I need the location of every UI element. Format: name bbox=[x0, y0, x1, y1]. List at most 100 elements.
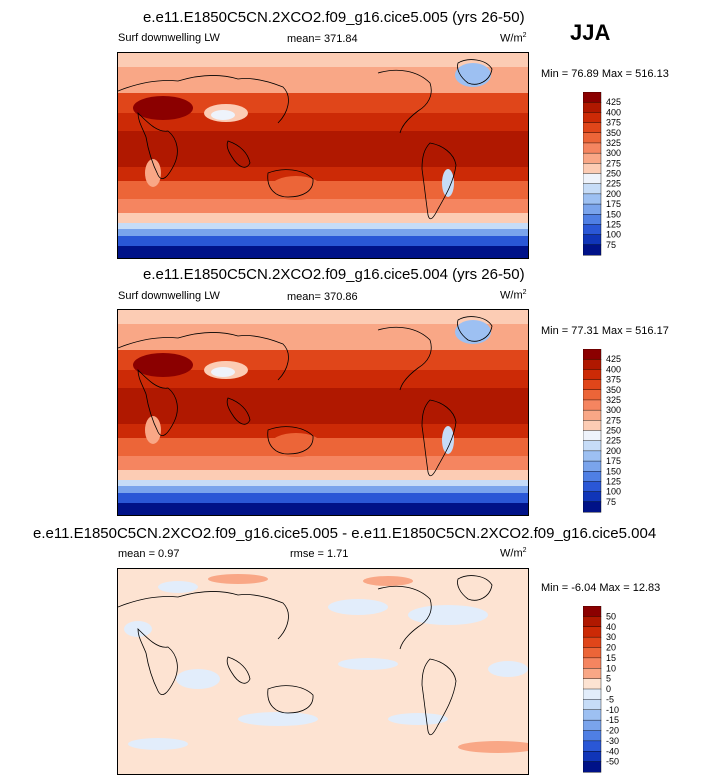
colorbar-tick-label: 20 bbox=[606, 643, 616, 653]
colorbar-swatch bbox=[582, 719, 602, 732]
colorbar-swatch bbox=[582, 626, 602, 638]
panel-1-minmax: Min = 76.89 Max = 516.13 bbox=[541, 68, 669, 80]
colorbar-tick-label: -40 bbox=[606, 746, 619, 756]
colorbar-swatch bbox=[582, 224, 602, 236]
colorbar-tick-label: 250 bbox=[606, 426, 621, 436]
panel-2-units: W/m2 bbox=[500, 289, 527, 302]
colorbar-tick-label: 125 bbox=[606, 219, 621, 229]
colorbar-tick-label: 10 bbox=[606, 663, 616, 673]
colorbar-tick-label: 400 bbox=[606, 364, 621, 374]
colorbar-swatch bbox=[582, 203, 602, 215]
colorbar-tick-label: 425 bbox=[606, 354, 621, 364]
panel-1-title: e.e11.E1850C5CN.2XCO2.f09_g16.cice5.005 … bbox=[143, 9, 525, 26]
colorbar-tick-label: 250 bbox=[606, 169, 621, 179]
colorbar-swatch bbox=[582, 91, 602, 103]
panel-1-units: W/m2 bbox=[500, 32, 527, 45]
panel-3-colorbar: 50 40 30 20 15 10 5 0 -5 -10 -15 -20 -30 -40 -50 bbox=[582, 605, 653, 774]
colorbar-tick-label: 200 bbox=[606, 446, 621, 456]
panel-3-map bbox=[117, 568, 529, 775]
colorbar-tick-label: 350 bbox=[606, 128, 621, 138]
panel-3-mean-label: mean = 0.97 bbox=[118, 548, 180, 560]
colorbar-tick-label: 275 bbox=[606, 415, 621, 425]
colorbar-swatch bbox=[582, 481, 602, 493]
colorbar-swatch bbox=[582, 657, 602, 669]
colorbar-tick-label: 5 bbox=[606, 674, 611, 684]
colorbar-swatch bbox=[582, 730, 602, 742]
colorbar-tick-label: -20 bbox=[606, 726, 619, 736]
colorbar-swatch bbox=[582, 122, 602, 134]
panel-1-variable-label: Surf downwelling LW bbox=[118, 32, 220, 44]
colorbar-swatch bbox=[582, 183, 602, 195]
colorbar-swatch bbox=[582, 699, 602, 711]
colorbar-tick-label: 375 bbox=[606, 375, 621, 385]
colorbar-tick-label: 40 bbox=[606, 622, 616, 632]
colorbar-swatch bbox=[582, 112, 602, 124]
colorbar-swatch bbox=[582, 409, 602, 421]
colorbar-tick-label: 150 bbox=[606, 466, 621, 476]
colorbar-tick-label: 400 bbox=[606, 107, 621, 117]
colorbar-swatch bbox=[582, 440, 602, 452]
panel-2-colorbar: 425 400 375 350 325 300 275 250 225 200 175 150 125 1… bbox=[582, 348, 653, 514]
colorbar-swatch bbox=[582, 369, 602, 381]
colorbar-swatch bbox=[582, 751, 602, 763]
colorbar-swatch bbox=[582, 214, 602, 225]
colorbar-tick-label: -5 bbox=[606, 694, 614, 704]
colorbar-swatch bbox=[582, 244, 602, 256]
panel-1-map bbox=[117, 52, 529, 259]
colorbar-swatch bbox=[582, 152, 602, 164]
colorbar-tick-label: 225 bbox=[606, 436, 621, 446]
colorbar-tick-label: 150 bbox=[606, 209, 621, 219]
colorbar-tick-label: 325 bbox=[606, 395, 621, 405]
panel-3-units: W/m2 bbox=[500, 547, 527, 560]
colorbar-tick-label: 325 bbox=[606, 138, 621, 148]
colorbar-tick-label: -15 bbox=[606, 715, 619, 725]
colorbar-swatch bbox=[582, 234, 602, 246]
colorbar-swatch bbox=[582, 740, 602, 752]
colorbar-swatch bbox=[582, 348, 602, 360]
colorbar-swatch bbox=[582, 709, 602, 721]
colorbar-swatch bbox=[582, 678, 602, 690]
colorbar-swatch bbox=[582, 142, 602, 154]
colorbar-swatch bbox=[582, 460, 602, 472]
colorbar-tick-label: 300 bbox=[606, 148, 621, 158]
colorbar-tick-label: 175 bbox=[606, 199, 621, 209]
colorbar-swatch bbox=[582, 420, 602, 431]
panel-3-minmax: Min = -6.04 Max = 12.83 bbox=[541, 582, 661, 594]
colorbar-swatch bbox=[582, 163, 602, 174]
panel-3-rmse-label: rmse = 1.71 bbox=[290, 548, 349, 560]
panel-2-variable-label: Surf downwelling LW bbox=[118, 290, 220, 302]
colorbar-swatch bbox=[582, 471, 602, 482]
colorbar-swatch bbox=[582, 636, 602, 649]
colorbar-swatch bbox=[582, 450, 602, 462]
colorbar-tick-label: 300 bbox=[606, 405, 621, 415]
colorbar-tick-label: 50 bbox=[606, 611, 616, 621]
panel-3-title: e.e11.E1850C5CN.2XCO2.f09_g16.cice5.005 … bbox=[33, 525, 657, 542]
colorbar-tick-label: -10 bbox=[606, 705, 619, 715]
colorbar-swatch bbox=[582, 688, 602, 700]
colorbar-swatch bbox=[582, 389, 602, 401]
colorbar-swatch bbox=[582, 647, 602, 659]
colorbar-tick-label: -30 bbox=[606, 736, 619, 746]
colorbar-tick-label: -50 bbox=[606, 757, 619, 767]
colorbar-tick-label: 350 bbox=[606, 385, 621, 395]
colorbar-tick-label: 425 bbox=[606, 97, 621, 107]
panel-2-map bbox=[117, 309, 529, 516]
colorbar-swatch bbox=[582, 616, 602, 628]
colorbar-tick-label: 275 bbox=[606, 158, 621, 168]
colorbar-swatch bbox=[582, 173, 602, 185]
colorbar-swatch bbox=[582, 668, 602, 680]
colorbar-tick-label: 225 bbox=[606, 179, 621, 189]
colorbar-tick-label: 100 bbox=[606, 230, 621, 240]
colorbar-swatch bbox=[582, 193, 602, 205]
colorbar-swatch bbox=[582, 379, 602, 391]
colorbar-tick-label: 75 bbox=[606, 497, 616, 507]
colorbar-tick-label: 0 bbox=[606, 684, 611, 694]
colorbar-swatch bbox=[582, 358, 602, 370]
colorbar-swatch bbox=[582, 101, 602, 113]
colorbar-swatch bbox=[582, 761, 602, 773]
colorbar-tick-label: 75 bbox=[606, 240, 616, 250]
colorbar-tick-label: 125 bbox=[606, 476, 621, 486]
colorbar-swatch bbox=[582, 399, 602, 411]
colorbar-swatch bbox=[582, 605, 602, 617]
panel-2-minmax: Min = 77.31 Max = 516.17 bbox=[541, 325, 669, 337]
